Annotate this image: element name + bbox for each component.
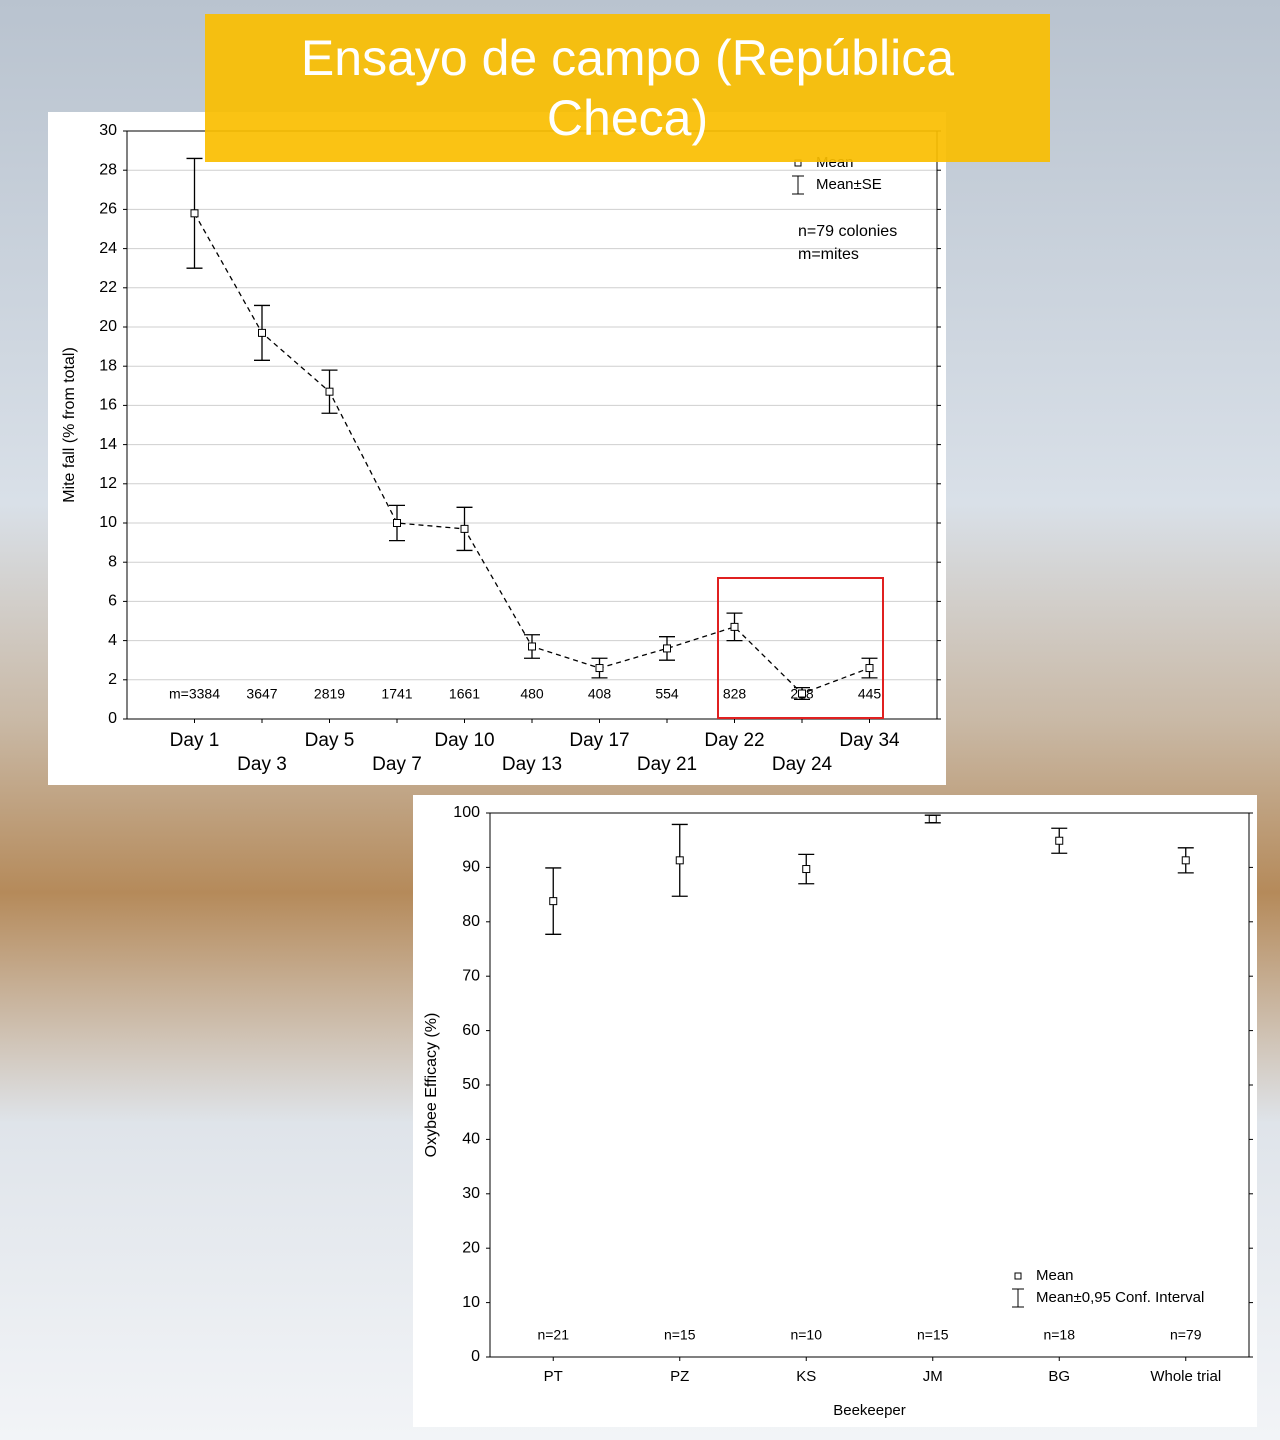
y-tick-label: 90	[462, 859, 480, 876]
count-label: n=21	[537, 1327, 569, 1343]
count-label: 554	[655, 686, 679, 702]
count-label: 1741	[381, 686, 412, 702]
mean-marker	[191, 210, 198, 217]
mean-marker	[676, 857, 683, 864]
x-tick-label: Whole trial	[1150, 1368, 1221, 1385]
mean-marker	[529, 643, 536, 650]
y-tick-label: 2	[108, 671, 117, 688]
y-tick-label: 10	[99, 514, 117, 531]
x-tick-label: KS	[796, 1368, 816, 1385]
x-axis-label: Beekeeper	[833, 1402, 906, 1419]
count-label: 480	[520, 686, 544, 702]
mean-marker	[799, 690, 806, 697]
mean-marker	[394, 520, 401, 527]
count-label: n=79	[1170, 1327, 1202, 1343]
y-tick-label: 0	[471, 1348, 480, 1365]
y-tick-label: 24	[99, 240, 117, 257]
slide-title: Ensayo de campo (República Checa)	[205, 14, 1050, 162]
y-tick-label: 26	[99, 201, 117, 218]
x-tick-label: Day 13	[502, 754, 562, 775]
y-tick-label: 4	[108, 632, 117, 649]
count-label: 2819	[314, 686, 345, 702]
x-tick-label: BG	[1048, 1368, 1070, 1385]
x-tick-label: Day 5	[305, 730, 355, 751]
count-label: 828	[723, 686, 747, 702]
y-tick-label: 60	[462, 1022, 480, 1039]
y-tick-label: 40	[462, 1131, 480, 1148]
y-tick-label: 0	[108, 710, 117, 727]
mean-marker	[1182, 857, 1189, 864]
legend-label: Mean	[1036, 1267, 1074, 1284]
count-label: n=10	[790, 1327, 822, 1343]
note: n=79 colonies	[798, 223, 897, 240]
count-label: n=18	[1043, 1327, 1075, 1343]
x-tick-label: JM	[923, 1368, 943, 1385]
mean-marker	[550, 898, 557, 905]
legend-label: Mean±0,95 Conf. Interval	[1036, 1289, 1204, 1306]
mean-marker	[326, 388, 333, 395]
y-tick-label: 70	[462, 967, 480, 984]
x-tick-label: Day 7	[372, 754, 422, 775]
y-tick-label: 14	[99, 436, 117, 453]
y-tick-label: 16	[99, 397, 117, 414]
count-label: 408	[588, 686, 612, 702]
count-label: n=15	[664, 1327, 696, 1343]
y-tick-label: 22	[99, 279, 117, 296]
count-label: 3647	[246, 686, 277, 702]
y-tick-label: 6	[108, 593, 117, 610]
y-tick-label: 50	[462, 1076, 480, 1093]
x-tick-label: Day 24	[772, 754, 833, 775]
x-tick-label: Day 22	[704, 730, 764, 751]
mean-marker	[803, 866, 810, 873]
y-tick-label: 80	[462, 913, 480, 930]
y-tick-label: 100	[453, 804, 480, 821]
mean-marker	[1056, 837, 1063, 844]
count-label: 445	[858, 686, 882, 702]
mean-marker	[731, 623, 738, 630]
y-tick-label: 30	[99, 122, 117, 139]
mean-marker	[866, 665, 873, 672]
charts: 024681012141618202224262830Mite fall (% …	[0, 0, 1280, 1440]
count-label: m=3384	[169, 686, 220, 702]
y-tick-label: 20	[99, 318, 117, 335]
mean-marker	[461, 525, 468, 532]
x-tick-label: Day 3	[237, 754, 287, 775]
y-tick-label: 12	[99, 475, 117, 492]
x-tick-label: Day 17	[569, 730, 629, 751]
x-tick-label: Day 34	[839, 730, 900, 751]
x-tick-label: PT	[544, 1368, 563, 1385]
y-axis-label: Oxybee Efficacy (%)	[423, 1013, 440, 1158]
chart-panel	[48, 112, 946, 785]
count-label: 1661	[449, 686, 480, 702]
count-label: n=15	[917, 1327, 949, 1343]
y-tick-label: 18	[99, 357, 117, 374]
y-tick-label: 20	[462, 1239, 480, 1256]
y-tick-label: 30	[462, 1185, 480, 1202]
y-tick-label: 8	[108, 553, 117, 570]
legend-marker	[1015, 1273, 1021, 1279]
x-tick-label: Day 1	[170, 730, 220, 751]
mean-marker	[929, 815, 936, 822]
note: m=mites	[798, 246, 859, 263]
slide: 024681012141618202224262830Mite fall (% …	[0, 0, 1280, 1440]
y-tick-label: 10	[462, 1294, 480, 1311]
mean-marker	[596, 665, 603, 672]
legend-label: Mean±SE	[816, 176, 882, 193]
mean-marker	[664, 645, 671, 652]
x-tick-label: Day 21	[637, 754, 697, 775]
y-axis-label: Mite fall (% from total)	[61, 347, 78, 503]
x-tick-label: Day 10	[434, 730, 494, 751]
y-tick-label: 28	[99, 161, 117, 178]
mean-marker	[259, 329, 266, 336]
x-tick-label: PZ	[670, 1368, 689, 1385]
